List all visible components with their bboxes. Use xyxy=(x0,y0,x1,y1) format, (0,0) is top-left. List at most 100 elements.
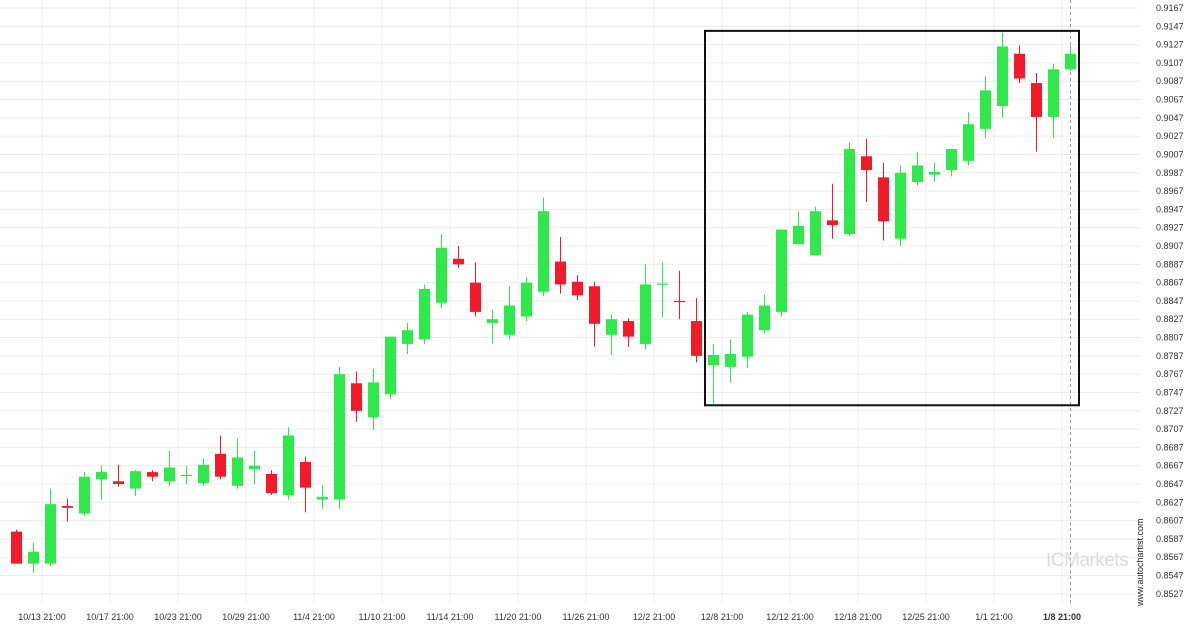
candle-body xyxy=(793,225,804,245)
y-tick-label: 0.8547 xyxy=(1156,571,1184,581)
candle-body xyxy=(198,464,209,484)
x-tick-label: 11/20 21:00 xyxy=(495,612,542,622)
candle-body xyxy=(11,531,22,564)
candle-body xyxy=(776,229,787,312)
candle-body xyxy=(1014,53,1025,79)
candle-body xyxy=(385,336,396,395)
x-tick-label: 12/18 21:00 xyxy=(834,612,882,622)
candle-body xyxy=(912,165,923,182)
candle-body xyxy=(130,471,141,489)
candle-body xyxy=(997,46,1008,106)
y-tick-label: 0.8967 xyxy=(1156,186,1184,196)
candle-body xyxy=(929,171,940,175)
candle-body xyxy=(555,261,566,285)
x-tick-label: 1/8 21:00 xyxy=(1043,612,1081,622)
candle-body xyxy=(45,504,56,564)
candle-body xyxy=(28,551,39,564)
x-tick-label: 10/29 21:00 xyxy=(222,612,270,622)
candle-body xyxy=(317,496,328,500)
y-tick-label: 0.8707 xyxy=(1156,424,1184,434)
x-tick-label: 10/13 21:00 xyxy=(18,612,66,622)
candle-body xyxy=(538,211,549,292)
candle-body xyxy=(113,481,124,484)
candle-body xyxy=(827,220,838,225)
candle-body xyxy=(164,467,175,482)
x-tick-label: 12/2 21:00 xyxy=(633,612,676,622)
candle-body xyxy=(181,474,192,477)
candle-body xyxy=(249,465,260,470)
y-tick-label: 0.9047 xyxy=(1156,113,1184,123)
y-tick-label: 0.8527 xyxy=(1156,589,1184,599)
y-tick-label: 0.8887 xyxy=(1156,259,1184,269)
y-tick-label: 0.8587 xyxy=(1156,534,1184,544)
x-tick-label: 11/26 21:00 xyxy=(563,612,610,622)
candle-body xyxy=(436,247,447,303)
candle-body xyxy=(623,321,634,337)
candle-body xyxy=(861,156,872,171)
y-tick-label: 0.8867 xyxy=(1156,278,1184,288)
candle-body xyxy=(640,284,651,344)
y-tick-label: 0.8607 xyxy=(1156,516,1184,526)
y-tick-label: 0.8727 xyxy=(1156,406,1184,416)
y-tick-label: 0.8647 xyxy=(1156,479,1184,489)
candle-body xyxy=(963,124,974,161)
candle-body xyxy=(691,321,702,356)
candle-body xyxy=(521,282,532,317)
y-tick-label: 0.8907 xyxy=(1156,241,1184,251)
candle-body xyxy=(606,319,617,335)
candle-body xyxy=(589,286,600,324)
candle-body xyxy=(572,281,583,296)
candle-body xyxy=(96,472,107,480)
x-tick-label: 11/14 21:00 xyxy=(427,612,474,622)
candle-body xyxy=(215,453,226,477)
candle-body xyxy=(232,457,243,486)
candle-body xyxy=(470,282,481,312)
site-watermark: www.autochartist.com xyxy=(1135,518,1145,606)
candle-body xyxy=(708,354,719,365)
y-tick-label: 0.9167 xyxy=(1156,3,1184,13)
candle-body xyxy=(1031,83,1042,117)
candle-body xyxy=(351,383,362,411)
y-tick-label: 0.8667 xyxy=(1156,461,1184,471)
candle-body xyxy=(266,473,277,494)
y-tick-label: 0.8947 xyxy=(1156,204,1184,214)
y-tick-label: 0.9107 xyxy=(1156,58,1184,68)
candle-body xyxy=(844,148,855,235)
y-tick-label: 0.9087 xyxy=(1156,76,1184,86)
candle-body xyxy=(504,305,515,335)
candle-body xyxy=(810,211,821,256)
candle-body xyxy=(742,314,753,357)
x-tick-label: 10/23 21:00 xyxy=(154,612,202,622)
y-tick-label: 0.8687 xyxy=(1156,442,1184,452)
x-tick-label: 10/17 21:00 xyxy=(86,612,134,622)
candle-body xyxy=(487,319,498,323)
candle-body xyxy=(147,472,158,477)
y-tick-label: 0.8987 xyxy=(1156,168,1184,178)
candle-body xyxy=(368,382,379,418)
candle-body xyxy=(300,462,311,488)
y-tick-label: 0.8927 xyxy=(1156,223,1184,233)
y-tick-label: 0.9027 xyxy=(1156,131,1184,141)
candle-body xyxy=(1048,69,1059,117)
candle-body xyxy=(674,300,685,303)
brand-watermark: ICMarkets xyxy=(1046,550,1129,571)
y-tick-label: 0.8807 xyxy=(1156,333,1184,343)
candle-body xyxy=(878,177,889,222)
candle-body xyxy=(62,505,73,508)
candle-body xyxy=(759,305,770,331)
candle-body xyxy=(946,148,957,171)
y-tick-label: 0.8747 xyxy=(1156,387,1184,397)
y-tick-label: 0.9147 xyxy=(1156,21,1184,31)
x-tick-label: 12/12 21:00 xyxy=(766,612,814,622)
pattern-box xyxy=(704,29,1080,407)
candle-body xyxy=(334,374,345,500)
y-tick-label: 0.9007 xyxy=(1156,149,1184,159)
y-tick-label: 0.8627 xyxy=(1156,497,1184,507)
candle-body xyxy=(725,354,736,367)
candle-body xyxy=(79,476,90,514)
candle-body xyxy=(402,330,413,344)
y-tick-label: 0.8767 xyxy=(1156,369,1184,379)
y-tick-label: 0.9067 xyxy=(1156,95,1184,105)
